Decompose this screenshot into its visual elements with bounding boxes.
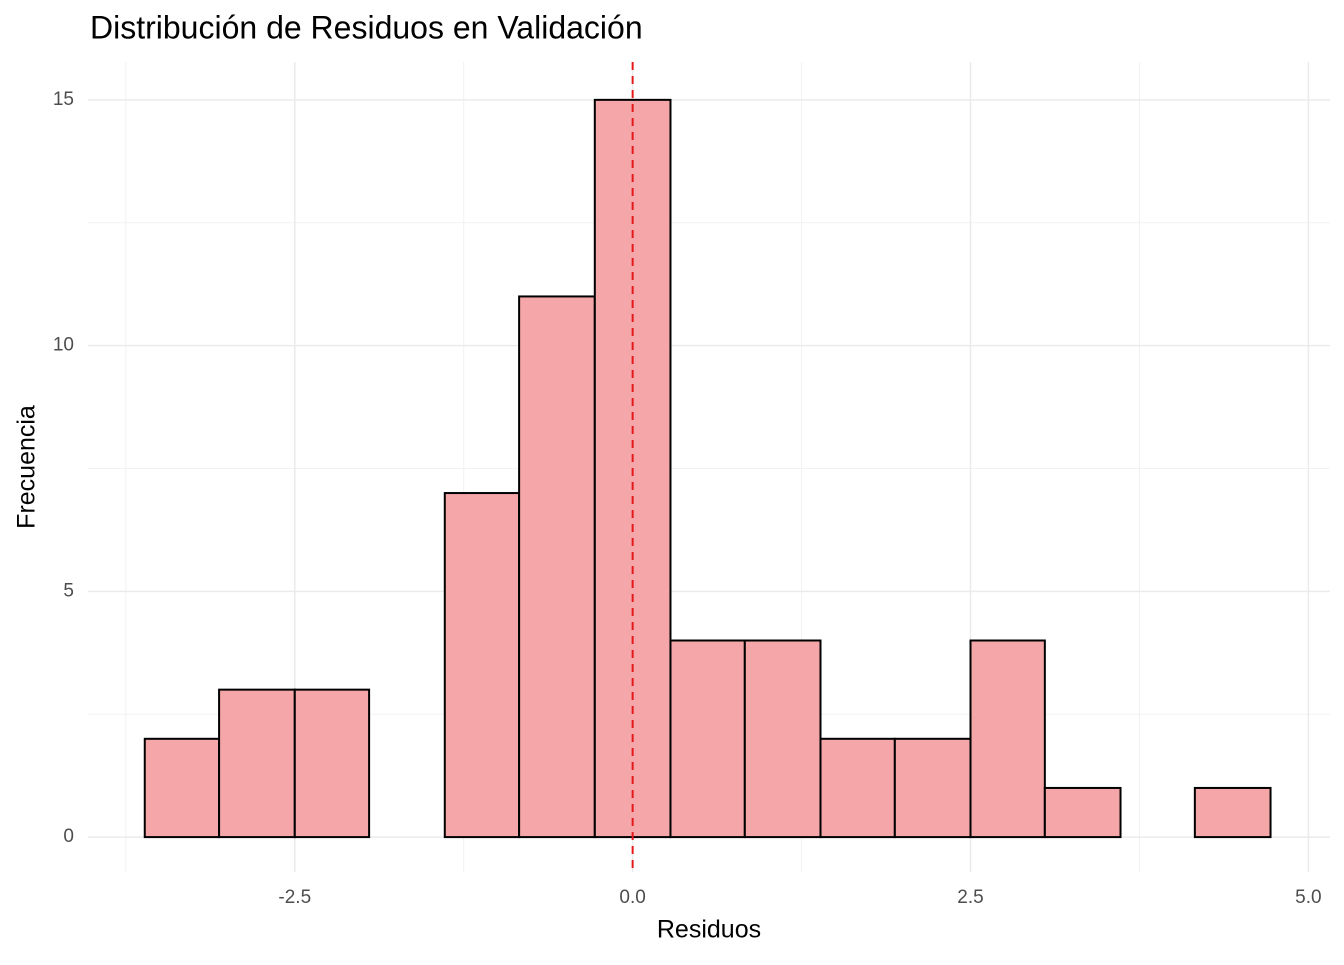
chart-title: Distribución de Residuos en Validación (90, 9, 643, 45)
bar (743, 639, 822, 839)
y-tick-label: 10 (53, 335, 74, 356)
x-tick-label: 2.5 (957, 887, 983, 908)
bar (819, 737, 896, 839)
bar (293, 688, 371, 839)
bar (218, 688, 296, 839)
bar (1193, 786, 1272, 839)
y-tick-label: 15 (53, 89, 74, 110)
x-tick-label: 0.0 (619, 887, 645, 908)
bar (443, 492, 521, 839)
x-tick-label: 5.0 (1295, 887, 1321, 908)
bar (143, 737, 221, 839)
y-tick-label: 0 (63, 826, 74, 847)
y-tick-label: 5 (63, 580, 74, 601)
y-axis-label: Frecuencia (13, 405, 41, 529)
bar (969, 639, 1046, 839)
x-tick-label: -2.5 (278, 887, 311, 908)
x-axis-label: Residuos (657, 916, 761, 944)
bar (1043, 786, 1122, 839)
bar (893, 737, 972, 839)
bar (669, 639, 746, 839)
bar (518, 295, 596, 839)
